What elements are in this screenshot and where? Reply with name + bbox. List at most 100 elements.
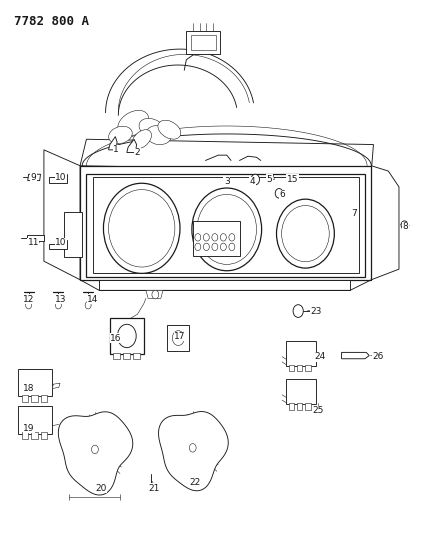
Text: 7: 7: [351, 209, 357, 218]
Ellipse shape: [203, 243, 209, 251]
Bar: [123, 353, 130, 359]
Ellipse shape: [220, 243, 226, 251]
Bar: [31, 395, 38, 402]
Text: 26: 26: [372, 352, 383, 361]
Bar: [286, 341, 316, 366]
Ellipse shape: [212, 243, 218, 251]
Polygon shape: [268, 175, 274, 180]
Text: 12: 12: [24, 295, 35, 304]
Polygon shape: [86, 174, 365, 277]
Bar: [18, 406, 52, 433]
Text: 16: 16: [110, 334, 122, 343]
Polygon shape: [80, 166, 372, 280]
Ellipse shape: [158, 120, 181, 139]
Bar: [41, 432, 47, 439]
Polygon shape: [44, 150, 80, 280]
Bar: [305, 365, 311, 372]
Bar: [22, 432, 28, 439]
Ellipse shape: [195, 243, 201, 251]
Bar: [297, 403, 303, 410]
Polygon shape: [109, 136, 117, 150]
Bar: [305, 403, 311, 410]
Bar: [133, 353, 140, 359]
Bar: [110, 318, 144, 354]
Polygon shape: [49, 240, 67, 249]
Polygon shape: [342, 352, 369, 359]
Text: 7782 800 A: 7782 800 A: [14, 14, 89, 28]
Polygon shape: [80, 139, 374, 171]
Bar: [113, 353, 119, 359]
Bar: [186, 30, 220, 54]
Polygon shape: [49, 174, 67, 183]
Ellipse shape: [117, 324, 136, 348]
Ellipse shape: [192, 188, 262, 271]
Ellipse shape: [401, 221, 408, 229]
Ellipse shape: [203, 233, 209, 241]
Polygon shape: [158, 411, 228, 491]
Ellipse shape: [220, 233, 226, 241]
Text: 1: 1: [113, 146, 119, 155]
Ellipse shape: [152, 290, 159, 299]
Text: 2: 2: [135, 148, 140, 157]
Ellipse shape: [139, 118, 166, 139]
Text: 14: 14: [87, 295, 98, 304]
Polygon shape: [28, 174, 41, 181]
Ellipse shape: [251, 174, 259, 185]
Ellipse shape: [293, 305, 303, 317]
Bar: [289, 403, 294, 410]
Ellipse shape: [189, 443, 196, 452]
Polygon shape: [58, 412, 133, 495]
Polygon shape: [52, 383, 60, 389]
Text: 6: 6: [279, 190, 285, 199]
Ellipse shape: [104, 183, 180, 273]
Ellipse shape: [282, 206, 329, 262]
Bar: [31, 432, 38, 439]
Text: 24: 24: [315, 352, 326, 361]
Ellipse shape: [109, 126, 132, 144]
Polygon shape: [146, 290, 163, 298]
Text: 11: 11: [27, 238, 39, 247]
Text: 5: 5: [266, 174, 272, 183]
Bar: [297, 365, 303, 372]
Text: 8: 8: [402, 222, 408, 231]
Ellipse shape: [229, 243, 235, 251]
Ellipse shape: [276, 199, 334, 268]
Text: 25: 25: [312, 406, 324, 415]
Ellipse shape: [92, 445, 98, 454]
Text: 20: 20: [95, 483, 107, 492]
Text: 10: 10: [55, 173, 67, 182]
Text: 23: 23: [310, 307, 322, 316]
Text: 17: 17: [174, 332, 186, 341]
Ellipse shape: [195, 233, 201, 241]
Text: 13: 13: [55, 295, 67, 304]
Ellipse shape: [118, 110, 149, 136]
Polygon shape: [99, 280, 350, 290]
Bar: [41, 395, 47, 402]
Bar: [193, 221, 240, 256]
Ellipse shape: [212, 233, 218, 241]
Bar: [22, 395, 28, 402]
Ellipse shape: [149, 484, 155, 491]
Ellipse shape: [146, 125, 172, 144]
Text: 3: 3: [224, 177, 230, 186]
Bar: [64, 212, 82, 257]
Ellipse shape: [172, 330, 184, 345]
Ellipse shape: [26, 302, 32, 309]
Bar: [190, 35, 216, 50]
Bar: [286, 379, 316, 405]
Text: 21: 21: [149, 483, 160, 492]
Ellipse shape: [275, 189, 283, 198]
Text: 10: 10: [55, 238, 67, 247]
Text: 18: 18: [23, 384, 35, 393]
Bar: [167, 325, 189, 351]
Text: 15: 15: [287, 174, 298, 183]
Polygon shape: [27, 235, 44, 241]
Text: 4: 4: [250, 177, 255, 186]
Polygon shape: [372, 166, 399, 280]
Ellipse shape: [132, 130, 152, 149]
Ellipse shape: [85, 302, 91, 309]
Ellipse shape: [109, 190, 175, 267]
Bar: [18, 369, 52, 397]
Ellipse shape: [229, 233, 235, 241]
Text: 22: 22: [189, 478, 200, 487]
